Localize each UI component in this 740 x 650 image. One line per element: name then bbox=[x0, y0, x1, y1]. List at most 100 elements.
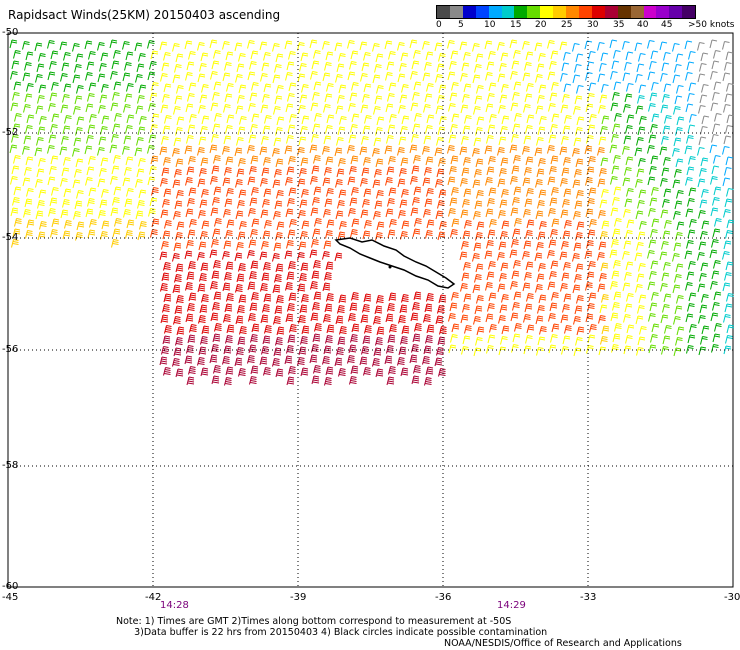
wind-barb bbox=[210, 102, 219, 112]
wind-barb bbox=[563, 262, 571, 271]
footnote: Note: 1) Times are GMT 2)Times along bot… bbox=[116, 616, 548, 638]
legend-swatch bbox=[669, 6, 683, 18]
wind-barb bbox=[148, 103, 156, 112]
wind-barb bbox=[711, 60, 720, 70]
wind-barb bbox=[275, 232, 283, 241]
wind-barb bbox=[634, 42, 643, 52]
wind-barb bbox=[449, 166, 457, 175]
wind-barb bbox=[635, 284, 643, 293]
wind-barb bbox=[161, 136, 169, 145]
wind-barb bbox=[250, 260, 259, 270]
wind-barb bbox=[188, 156, 196, 165]
wind-barb bbox=[285, 313, 294, 323]
wind-barb bbox=[101, 115, 110, 125]
wind-barb bbox=[537, 200, 545, 209]
wind-barb bbox=[222, 282, 231, 292]
wind-barb bbox=[263, 157, 271, 166]
wind-barb bbox=[486, 61, 495, 71]
wind-barb bbox=[488, 261, 496, 270]
wind-barb bbox=[312, 123, 321, 133]
latitude-label: -54 bbox=[2, 232, 19, 243]
wind-barb bbox=[610, 71, 618, 80]
wind-barb bbox=[497, 147, 505, 156]
wind-barb bbox=[284, 40, 293, 50]
wind-barb bbox=[350, 155, 359, 165]
wind-barb bbox=[160, 314, 169, 324]
wind-barb bbox=[500, 336, 508, 345]
wind-barb bbox=[299, 304, 308, 314]
wind-barb bbox=[325, 261, 334, 271]
wind-barb bbox=[250, 334, 258, 343]
wind-barb bbox=[387, 124, 396, 134]
wind-barb bbox=[673, 106, 681, 115]
wind-barb bbox=[175, 127, 183, 136]
wind-barb bbox=[374, 169, 382, 178]
wind-barb bbox=[625, 335, 633, 344]
wind-barb bbox=[689, 114, 697, 123]
wind-barb bbox=[648, 208, 656, 217]
wind-barb bbox=[285, 177, 293, 186]
wind-barb bbox=[275, 337, 283, 346]
wind-barb bbox=[349, 61, 357, 70]
wind-barb bbox=[284, 355, 293, 365]
wind-barb bbox=[572, 253, 580, 262]
wind-barb bbox=[337, 200, 345, 209]
wind-barb bbox=[234, 357, 243, 367]
wind-barb bbox=[412, 228, 421, 238]
wind-barb bbox=[373, 137, 382, 147]
wind-barb bbox=[498, 136, 507, 146]
wind-barb bbox=[386, 376, 395, 386]
wind-barb bbox=[423, 314, 431, 323]
wind-barb bbox=[224, 303, 233, 313]
wind-barb bbox=[376, 221, 385, 231]
wind-barb bbox=[24, 198, 33, 208]
wind-barb bbox=[275, 263, 284, 273]
legend-swatch bbox=[437, 6, 450, 18]
wind-barb bbox=[451, 323, 460, 333]
wind-barb bbox=[88, 82, 97, 92]
wind-barb bbox=[198, 315, 206, 324]
wind-barb bbox=[551, 113, 560, 123]
wind-barb bbox=[150, 229, 158, 238]
wind-barb bbox=[211, 239, 219, 248]
legend-label: 35 bbox=[613, 20, 625, 30]
time-label-1: 14:28 bbox=[160, 600, 189, 611]
wind-barb bbox=[401, 220, 410, 230]
wind-barb bbox=[722, 282, 731, 292]
wind-barb bbox=[197, 178, 206, 188]
wind-barb bbox=[447, 145, 455, 154]
wind-barb bbox=[514, 218, 522, 227]
wind-barb bbox=[411, 344, 419, 353]
wind-barb bbox=[401, 325, 410, 335]
wind-barb bbox=[488, 82, 497, 92]
wind-barb bbox=[175, 158, 184, 168]
wind-barb bbox=[536, 63, 545, 73]
wind-barb bbox=[564, 325, 572, 334]
wind-barb bbox=[111, 134, 119, 143]
wind-barb bbox=[663, 188, 672, 198]
wind-barb bbox=[523, 209, 531, 218]
wind-barb bbox=[597, 42, 605, 51]
wind-barb bbox=[523, 314, 531, 323]
wind-barb bbox=[336, 168, 345, 178]
wind-barb bbox=[111, 239, 119, 248]
wind-barb bbox=[685, 72, 693, 81]
wind-barb bbox=[536, 242, 544, 251]
wind-barb bbox=[548, 344, 557, 354]
wind-barb bbox=[674, 305, 683, 315]
wind-barb bbox=[513, 186, 522, 196]
wind-barb bbox=[223, 209, 231, 218]
wind-barb bbox=[660, 283, 668, 292]
wind-barb bbox=[712, 302, 720, 311]
wind-barb bbox=[235, 105, 244, 115]
wind-barb bbox=[526, 188, 534, 197]
island-outline bbox=[334, 237, 456, 289]
wind-barb bbox=[523, 104, 531, 113]
wind-barb bbox=[426, 293, 434, 302]
wind-barb bbox=[723, 104, 731, 113]
wind-barb bbox=[697, 147, 705, 156]
wind-barb bbox=[562, 125, 571, 135]
wind-barb bbox=[424, 303, 433, 313]
wind-barb bbox=[709, 144, 718, 154]
wind-barb bbox=[584, 145, 593, 155]
